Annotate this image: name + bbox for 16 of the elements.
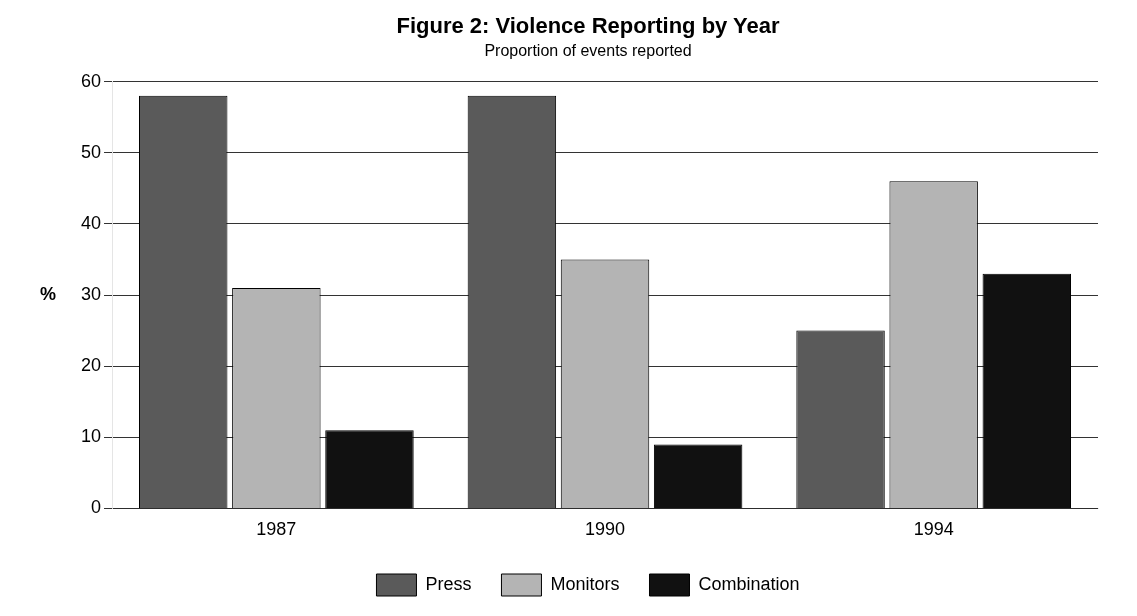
y-tick-label: 0 [91, 497, 102, 518]
legend-label: Monitors [550, 573, 620, 594]
legend-label: Press [425, 573, 472, 594]
y-tick-label: 30 [80, 283, 102, 304]
legend-label: Combination [698, 573, 800, 594]
y-tick-label: 10 [80, 426, 102, 447]
x-tick-label: 1987 [256, 519, 297, 540]
y-tick-label: 40 [80, 212, 102, 233]
chart-subtitle: Proportion of events reported [484, 42, 692, 60]
y-tick-label: 20 [80, 355, 102, 376]
chart-title: Figure 2: Violence Reporting by Year [396, 13, 780, 39]
y-tick-label: 60 [80, 70, 102, 91]
y-axis-title: % [39, 283, 57, 304]
x-tick-label: 1994 [913, 519, 954, 540]
x-tick-label: 1990 [584, 519, 626, 540]
y-tick-label: 50 [80, 141, 102, 162]
